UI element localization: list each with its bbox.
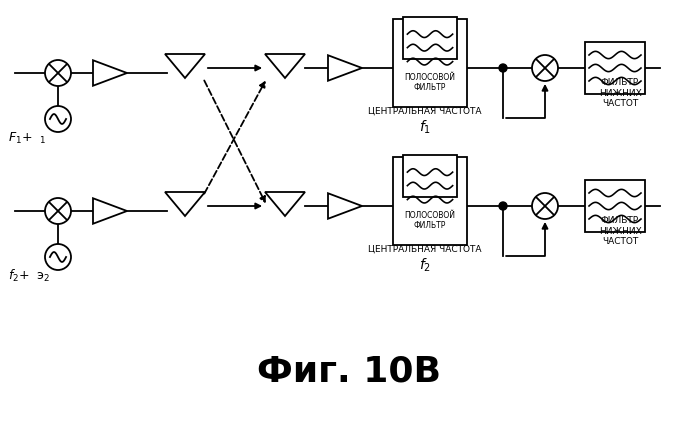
Text: $f_1$: $f_1$: [419, 118, 431, 136]
Polygon shape: [93, 60, 127, 86]
Circle shape: [45, 106, 71, 132]
Bar: [585, 180, 645, 232]
Text: ФИЛЬТР
НИЖНИХ
ЧАСТОТ: ФИЛЬТР НИЖНИХ ЧАСТОТ: [598, 78, 642, 108]
Bar: [403, 17, 456, 59]
Bar: [393, 19, 467, 107]
Text: ПОЛОСОВОЙ
ФИЛЬТР: ПОЛОСОВОЙ ФИЛЬТР: [405, 210, 456, 230]
Text: ФИЛЬТР
НИЖНИХ
ЧАСТОТ: ФИЛЬТР НИЖНИХ ЧАСТОТ: [598, 216, 642, 246]
Polygon shape: [265, 192, 305, 216]
Text: $f_2$+  э$_2$: $f_2$+ э$_2$: [8, 268, 50, 284]
Polygon shape: [93, 198, 127, 224]
Text: ЦЕНТРАЛЬНАЯ ЧАСТОТА: ЦЕНТРАЛЬНАЯ ЧАСТОТА: [368, 107, 482, 115]
Text: ЦЕНТРАЛЬНАЯ ЧАСТОТА: ЦЕНТРАЛЬНАЯ ЧАСТОТА: [368, 245, 482, 253]
Circle shape: [45, 244, 71, 270]
Text: $f_2$: $f_2$: [419, 256, 431, 274]
Circle shape: [45, 60, 71, 86]
Circle shape: [499, 64, 507, 72]
Polygon shape: [165, 54, 205, 78]
Polygon shape: [165, 192, 205, 216]
Circle shape: [532, 193, 558, 219]
Text: Фиг. 10В: Фиг. 10В: [257, 354, 441, 388]
Bar: [585, 42, 645, 94]
Circle shape: [499, 202, 507, 210]
Text: $F_1$+  $_1$: $F_1$+ $_1$: [8, 131, 46, 146]
Polygon shape: [328, 55, 362, 81]
Circle shape: [532, 55, 558, 81]
Polygon shape: [265, 54, 305, 78]
Bar: [403, 155, 456, 197]
Polygon shape: [328, 193, 362, 219]
Text: ПОЛОСОВОЙ
ФИЛЬТР: ПОЛОСОВОЙ ФИЛЬТР: [405, 73, 456, 92]
Bar: [393, 157, 467, 245]
Circle shape: [45, 198, 71, 224]
